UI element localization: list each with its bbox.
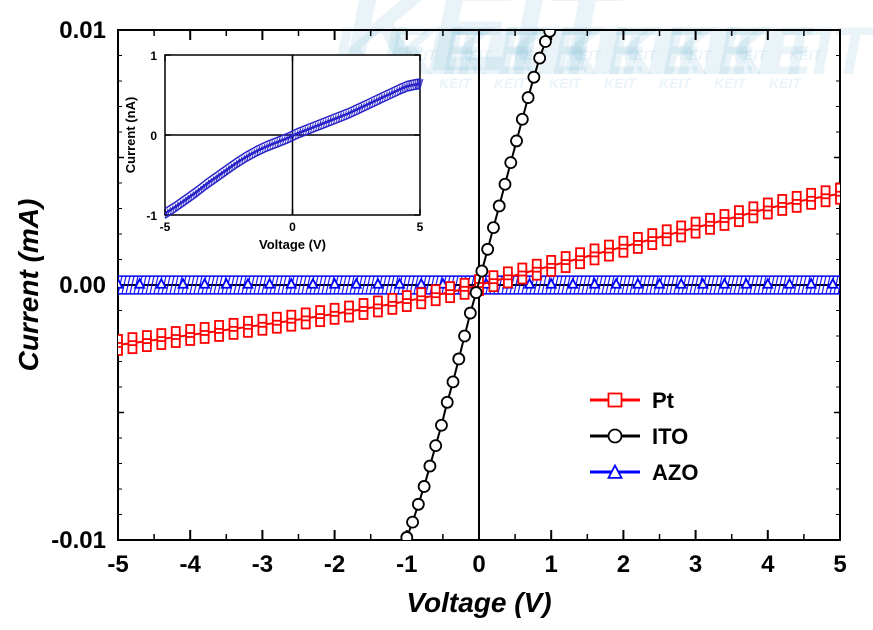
x-tick-label: -1 [396,551,417,578]
y-tick-label: -0.01 [51,527,106,554]
legend-label: ITO [652,424,688,449]
inset-y-label: Current (nA) [123,97,138,174]
svg-text:0: 0 [289,220,296,234]
svg-text:5: 5 [417,220,424,234]
x-tick-label: 0 [472,551,485,578]
svg-text:KEIT: KEIT [769,75,802,91]
x-tick-label: 3 [689,551,702,578]
x-tick-label: -3 [252,551,273,578]
inset-chart: -5 0 5 -1 0 1 Voltage (V) Current (nA) [123,49,424,252]
y-tick-label: 0.00 [59,272,106,299]
legend-label: AZO [652,460,698,485]
x-tick-label: 4 [761,551,775,578]
x-tick-label: 5 [833,551,846,578]
svg-text:0: 0 [150,129,157,143]
svg-text:-1: -1 [146,209,157,223]
x-tick-label: -2 [324,551,345,578]
x-tick-label: 1 [545,551,558,578]
x-tick-label: -5 [107,551,128,578]
svg-text:-5: -5 [160,220,171,234]
legend: Pt ITO AZO [590,388,698,485]
iv-chart-svg: KEITKEITKEITKEITKEITKEITKEITKEITKEITKEIT… [0,0,873,630]
svg-text:KEIT: KEIT [714,75,747,91]
chart-container: KEITKEITKEITKEITKEITKEITKEITKEITKEITKEIT… [0,0,873,630]
y-tick-label: 0.01 [59,17,106,44]
x-tick-label: -4 [180,551,202,578]
y-axis-label: Current (mA) [13,199,44,372]
svg-text:KEIT: KEIT [659,75,692,91]
svg-text:1: 1 [150,49,157,63]
inset-x-label: Voltage (V) [259,237,326,252]
x-tick-label: 2 [617,551,630,578]
legend-label: Pt [652,388,675,413]
x-axis-label: Voltage (V) [406,587,551,618]
